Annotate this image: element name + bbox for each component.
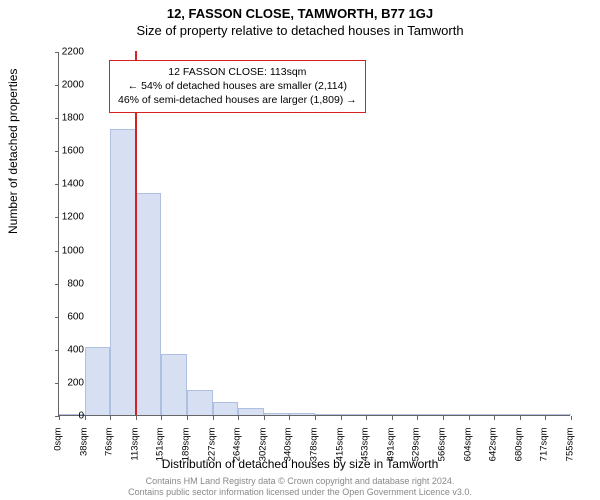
histogram-bar (110, 129, 136, 415)
x-tick-label: 755sqm (565, 428, 576, 468)
x-tick-mark (520, 416, 521, 420)
x-tick-mark (571, 416, 572, 420)
histogram-bar (366, 414, 392, 415)
x-tick-mark (494, 416, 495, 420)
x-tick-mark (392, 416, 393, 420)
x-tick-mark (264, 416, 265, 420)
x-tick-mark (289, 416, 290, 420)
x-tick-label: 151sqm (155, 428, 166, 468)
histogram-bar (469, 414, 495, 415)
histogram-bar (161, 354, 187, 415)
x-tick-label: 604sqm (462, 428, 473, 468)
x-tick-mark (110, 416, 111, 420)
x-tick-mark (443, 416, 444, 420)
x-tick-label: 415sqm (334, 428, 345, 468)
x-tick-mark (136, 416, 137, 420)
y-tick-label: 1200 (54, 212, 84, 223)
x-tick-label: 227sqm (206, 428, 217, 468)
x-tick-label: 566sqm (437, 428, 448, 468)
y-tick-label: 2000 (54, 80, 84, 91)
x-tick-label: 113sqm (129, 428, 140, 468)
y-tick-label: 1600 (54, 146, 84, 157)
x-tick-label: 0sqm (53, 428, 64, 468)
y-tick-label: 2200 (54, 47, 84, 58)
x-tick-mark (417, 416, 418, 420)
histogram-bar (264, 413, 290, 415)
y-tick-label: 400 (54, 344, 84, 355)
footer-line-2: Contains public sector information licen… (0, 487, 600, 498)
x-tick-mark (238, 416, 239, 420)
histogram-bar (392, 414, 418, 415)
x-tick-label: 642sqm (488, 428, 499, 468)
histogram-bar (315, 414, 341, 415)
footer-attribution: Contains HM Land Registry data © Crown c… (0, 476, 600, 499)
x-tick-label: 378sqm (309, 428, 320, 468)
x-tick-mark (161, 416, 162, 420)
histogram-bar (341, 414, 367, 415)
histogram-bar (417, 414, 443, 415)
x-tick-mark (315, 416, 316, 420)
x-tick-label: 76sqm (104, 428, 115, 468)
chart-plot-area: 12 FASSON CLOSE: 113sqm← 54% of detached… (58, 52, 570, 416)
x-tick-label: 189sqm (181, 428, 192, 468)
x-tick-mark (85, 416, 86, 420)
x-tick-mark (366, 416, 367, 420)
histogram-bar (187, 390, 213, 415)
y-tick-label: 200 (54, 377, 84, 388)
x-tick-label: 680sqm (513, 428, 524, 468)
histogram-bar (443, 414, 469, 415)
page-title-sub: Size of property relative to detached ho… (0, 21, 600, 38)
y-tick-label: 600 (54, 311, 84, 322)
annotation-line: 12 FASSON CLOSE: 113sqm (118, 65, 357, 79)
x-tick-label: 529sqm (411, 428, 422, 468)
histogram-bar (213, 402, 239, 415)
annotation-line: ← 54% of detached houses are smaller (2,… (118, 79, 357, 93)
x-tick-mark (213, 416, 214, 420)
footer-line-1: Contains HM Land Registry data © Crown c… (0, 476, 600, 487)
y-axis-label: Number of detached properties (6, 69, 20, 234)
histogram-bar (238, 408, 264, 415)
y-tick-label: 1000 (54, 245, 84, 256)
x-tick-label: 340sqm (283, 428, 294, 468)
x-tick-mark (187, 416, 188, 420)
x-axis-label: Distribution of detached houses by size … (0, 457, 600, 471)
y-tick-label: 1800 (54, 113, 84, 124)
histogram-bar (85, 347, 111, 415)
histogram-bar (520, 414, 546, 415)
x-tick-mark (469, 416, 470, 420)
x-tick-label: 717sqm (539, 428, 550, 468)
histogram-bar (289, 413, 315, 415)
x-tick-label: 491sqm (385, 428, 396, 468)
y-tick-label: 0 (54, 411, 84, 422)
page-title-main: 12, FASSON CLOSE, TAMWORTH, B77 1GJ (0, 0, 600, 21)
y-tick-label: 1400 (54, 179, 84, 190)
y-tick-label: 800 (54, 278, 84, 289)
x-tick-mark (341, 416, 342, 420)
histogram-bar (494, 414, 520, 415)
x-tick-label: 38sqm (78, 428, 89, 468)
x-tick-label: 302sqm (257, 428, 268, 468)
x-tick-mark (545, 416, 546, 420)
x-tick-label: 453sqm (360, 428, 371, 468)
histogram-bar (136, 193, 162, 415)
annotation-callout: 12 FASSON CLOSE: 113sqm← 54% of detached… (109, 60, 366, 113)
annotation-line: 46% of semi-detached houses are larger (… (118, 93, 357, 107)
histogram-bar (545, 414, 571, 415)
x-tick-label: 264sqm (232, 428, 243, 468)
